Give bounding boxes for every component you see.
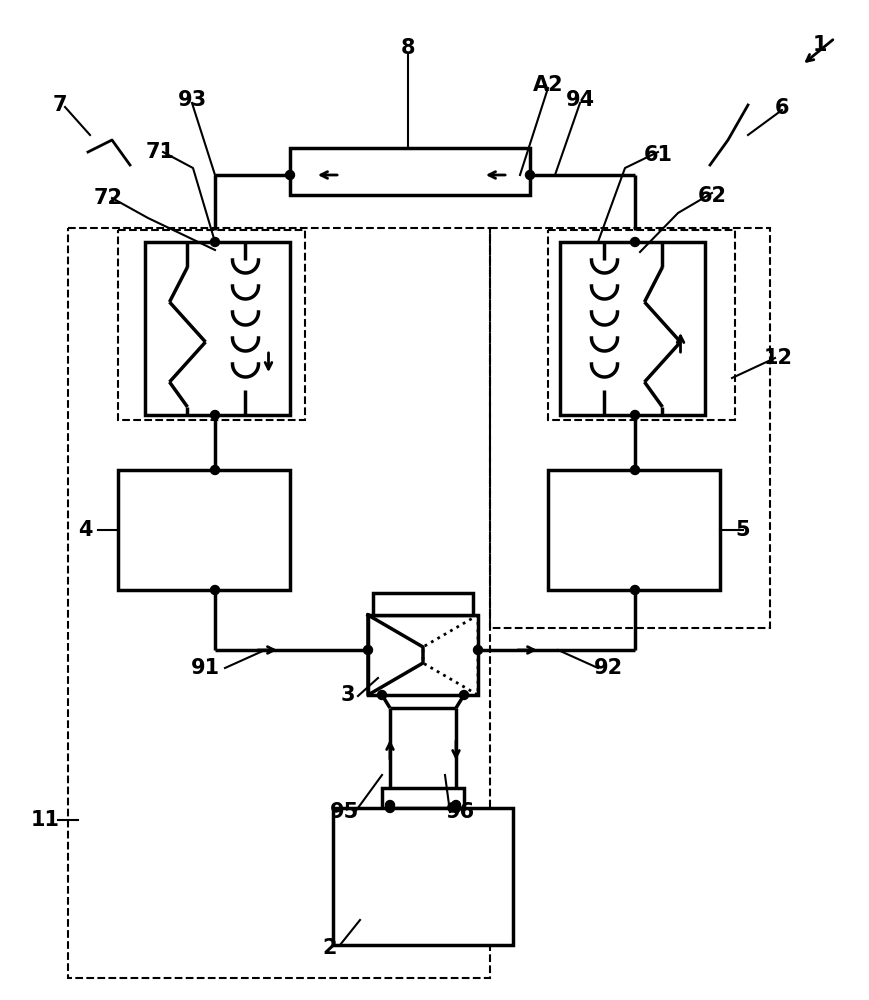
Text: 4: 4 — [77, 520, 92, 540]
Text: 11: 11 — [30, 810, 59, 830]
Circle shape — [473, 646, 482, 654]
Circle shape — [210, 410, 219, 420]
Bar — [68, 228, 489, 978]
Text: 72: 72 — [93, 188, 123, 208]
Circle shape — [385, 803, 394, 812]
Circle shape — [377, 690, 386, 700]
Bar — [289, 148, 529, 195]
Text: 62: 62 — [697, 186, 726, 206]
Circle shape — [525, 171, 534, 180]
Circle shape — [459, 690, 468, 700]
Text: 6: 6 — [774, 98, 788, 118]
Text: 7: 7 — [53, 95, 67, 115]
Circle shape — [385, 800, 394, 809]
Text: 91: 91 — [190, 658, 219, 678]
Circle shape — [451, 803, 460, 812]
Text: 61: 61 — [643, 145, 672, 165]
Bar — [560, 242, 704, 415]
Bar — [547, 470, 720, 590]
Text: 92: 92 — [593, 658, 622, 678]
Bar — [145, 242, 289, 415]
Bar — [118, 230, 305, 420]
Text: 96: 96 — [445, 802, 474, 822]
Bar — [118, 470, 289, 590]
Text: 2: 2 — [322, 938, 337, 958]
Bar — [333, 808, 513, 945]
Circle shape — [210, 585, 219, 594]
Bar — [373, 593, 473, 615]
Circle shape — [630, 410, 639, 420]
Circle shape — [363, 646, 372, 654]
Text: 3: 3 — [341, 685, 355, 705]
Text: 5: 5 — [735, 520, 749, 540]
Text: A2: A2 — [532, 75, 562, 95]
Text: 12: 12 — [763, 348, 792, 368]
Text: 71: 71 — [145, 142, 175, 162]
Bar — [381, 788, 463, 808]
Circle shape — [210, 466, 219, 475]
Text: 95: 95 — [330, 802, 359, 822]
Text: 8: 8 — [401, 38, 415, 58]
Text: 94: 94 — [565, 90, 594, 110]
Circle shape — [210, 237, 219, 246]
Bar — [489, 228, 769, 628]
Text: 1: 1 — [812, 35, 826, 55]
Circle shape — [451, 800, 460, 809]
Circle shape — [630, 237, 639, 246]
Circle shape — [630, 466, 639, 475]
Bar — [547, 230, 734, 420]
Text: 93: 93 — [177, 90, 206, 110]
Bar — [368, 615, 477, 695]
Circle shape — [285, 171, 295, 180]
Circle shape — [630, 585, 639, 594]
